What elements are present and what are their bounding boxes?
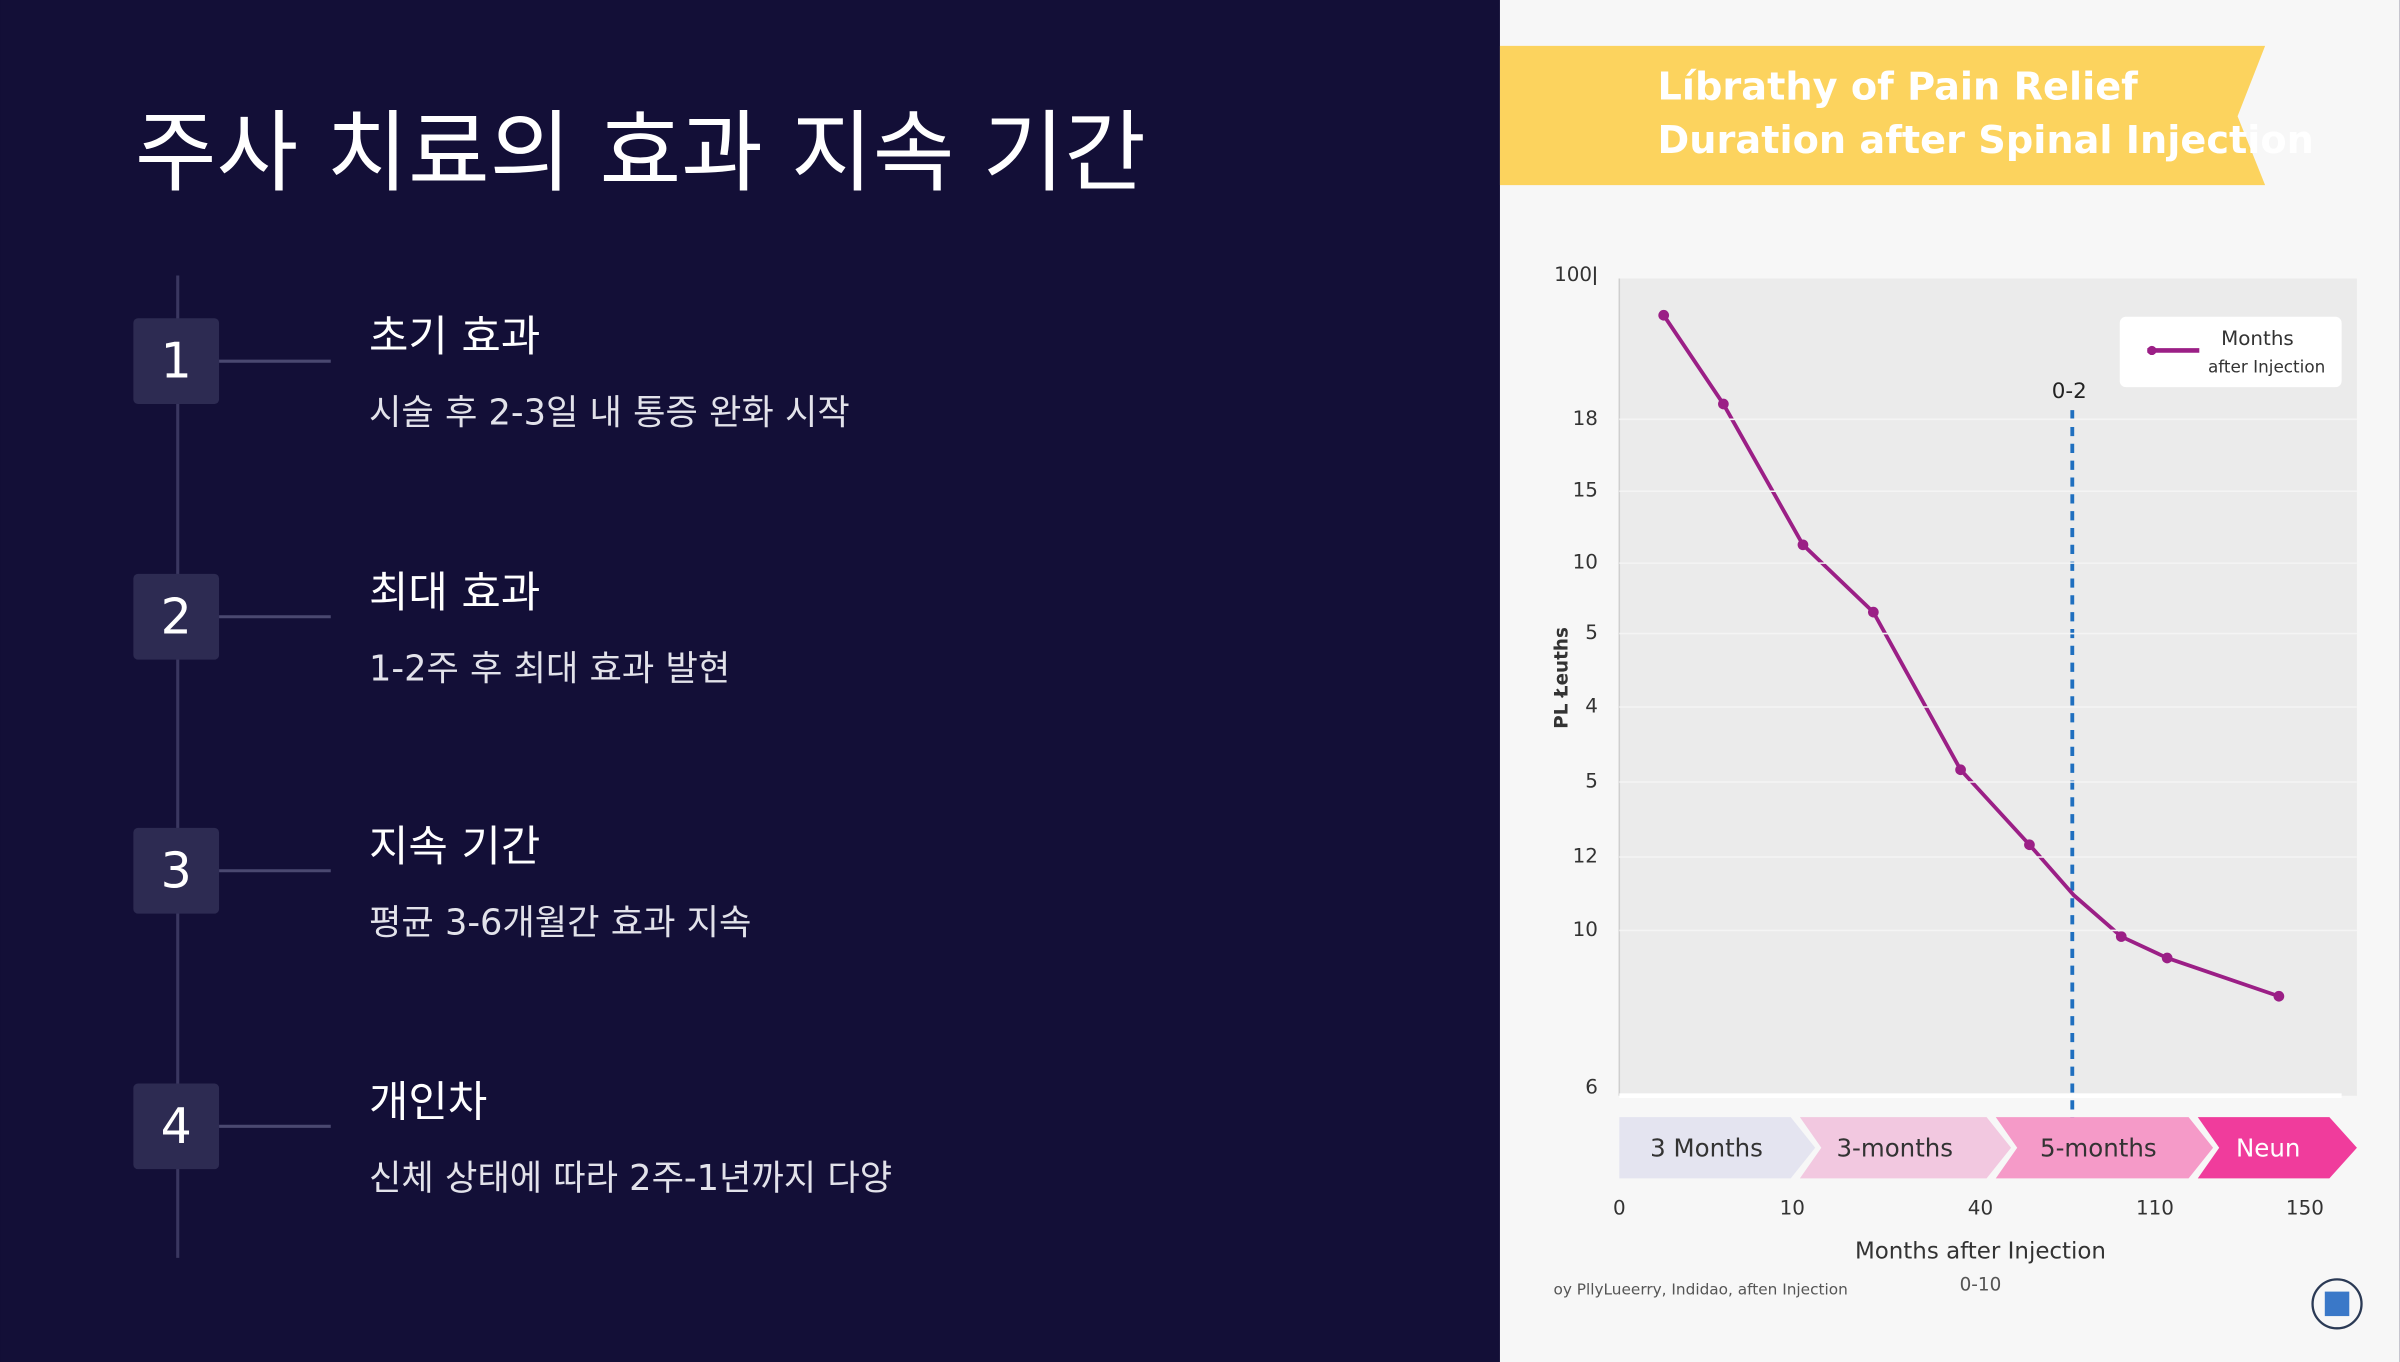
x-axis-label: Months after Injection	[1855, 1238, 2106, 1264]
phase-label: 3-months	[1836, 1133, 1953, 1162]
step-text: 시술 후 2-3일 내 통증 완화 시작	[369, 393, 850, 434]
y-tick-label: 15	[1573, 479, 1598, 502]
y-tick-label: 10	[1573, 551, 1598, 574]
y-tick-label: 5	[1585, 621, 1598, 644]
phase-label: 3 Months	[1650, 1133, 1763, 1162]
phase-label: Neun	[2236, 1133, 2300, 1162]
x-tick-label: 110	[2136, 1196, 2174, 1219]
step-heading: 개인차	[369, 1077, 487, 1127]
step-text: 평균 3-6개월간 효과 지속	[369, 902, 751, 943]
x-tick-label: 10	[1780, 1196, 1805, 1219]
x-tick-label: 150	[2286, 1196, 2324, 1219]
phase-bar	[1619, 1117, 1816, 1179]
logo-cube	[2324, 1291, 2350, 1317]
marker-label: 0-2	[2052, 379, 2087, 404]
y-tick-label: 12	[1573, 844, 1598, 867]
legend-label: Months	[2221, 327, 2294, 350]
phase-bar	[1995, 1117, 2214, 1179]
logo	[2311, 1278, 2363, 1330]
step-box	[133, 573, 220, 660]
legend-dot	[2147, 345, 2157, 356]
step-heading: 지속 기간	[369, 822, 540, 872]
step-text: 1-2주 후 최대 효과 발현	[369, 648, 730, 689]
y-tick-label: 4	[1585, 695, 1598, 718]
curve-points	[1658, 309, 2285, 1002]
title-banner	[1499, 45, 2266, 186]
step-heading: 초기 효과	[369, 312, 540, 362]
step-heading: 최대 효과	[369, 568, 540, 618]
legend-label: after Injection	[2208, 356, 2325, 376]
slide-title: 주사 치료의 효과 지속 기간	[135, 102, 1146, 205]
x-tick-label: 40	[1968, 1196, 1993, 1219]
y-axis-label: PL Łeuths	[1552, 627, 1573, 729]
phase-bar	[1799, 1117, 2012, 1179]
x-axis-sublabel: 0-10	[1960, 1274, 2002, 1295]
y-tick-label: 18	[1573, 407, 1598, 430]
step-number: 3	[161, 842, 192, 899]
step-number: 2	[161, 588, 192, 645]
phase-bar	[2197, 1117, 2357, 1179]
y-tick-label: 100ǀ	[1554, 263, 1598, 286]
step-box	[133, 827, 220, 914]
curve	[1662, 314, 2280, 999]
figure-title: Duration after Spinal Injection	[1658, 118, 2314, 163]
plot-area	[1619, 278, 2357, 1096]
y-tick-label: 6	[1585, 1076, 1598, 1099]
phase-label: 5-months	[2040, 1133, 2157, 1162]
x-tick-label: 0	[1613, 1196, 1626, 1219]
step-number: 4	[161, 1098, 192, 1155]
y-tick-label: 5	[1585, 770, 1598, 793]
left-panel	[0, 0, 1500, 1362]
step-number: 1	[161, 333, 192, 390]
y-tick-label: 10	[1573, 918, 1598, 941]
step-text: 신체 상태에 따라 2주-1년까지 다양	[369, 1158, 892, 1199]
step-box	[133, 1083, 220, 1170]
step-box	[133, 318, 220, 405]
legend-box	[2119, 316, 2342, 388]
source-note: oy PllyLueerry, Indidao, aften Injection	[1554, 1281, 1848, 1299]
figure-title: Líbrathy of Pain Relief	[1658, 64, 2139, 109]
